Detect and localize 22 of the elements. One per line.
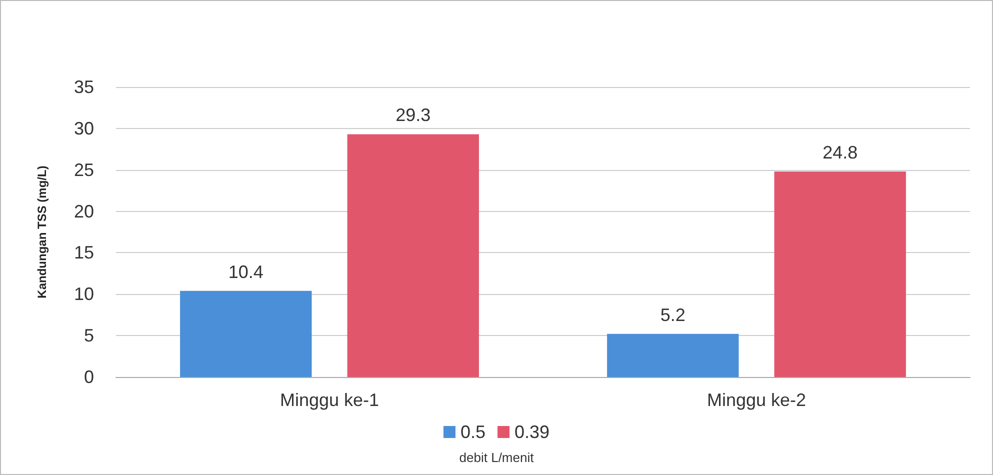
- y-tick-label: 35: [74, 77, 94, 97]
- y-tick-label: 5: [84, 326, 94, 346]
- y-tick-label: 15: [74, 242, 94, 263]
- bar: [180, 290, 312, 377]
- x-tick-label: Minggu ke-2: [706, 390, 806, 410]
- legend-label: 0.5: [460, 422, 486, 442]
- y-axis-title: Kandungan TSS (mg/L): [35, 166, 49, 298]
- y-tick-label: 30: [74, 118, 94, 138]
- bar: [774, 172, 906, 377]
- data-label: 29.3: [396, 105, 431, 126]
- y-tick-label: 20: [74, 201, 94, 222]
- data-label: 10.4: [228, 262, 264, 282]
- y-tick-label: 0: [84, 367, 94, 387]
- y-tick-label: 25: [74, 160, 94, 180]
- data-label: 5.2: [660, 304, 686, 325]
- y-tick-label: 10: [74, 284, 94, 304]
- bar: [607, 334, 739, 377]
- x-tick-label: Minggu ke-1: [280, 390, 380, 410]
- data-label: 24.8: [822, 142, 858, 163]
- legend-label: 0.39: [514, 422, 550, 442]
- bar: [347, 134, 479, 377]
- legend-title: debit L/menit: [459, 450, 534, 465]
